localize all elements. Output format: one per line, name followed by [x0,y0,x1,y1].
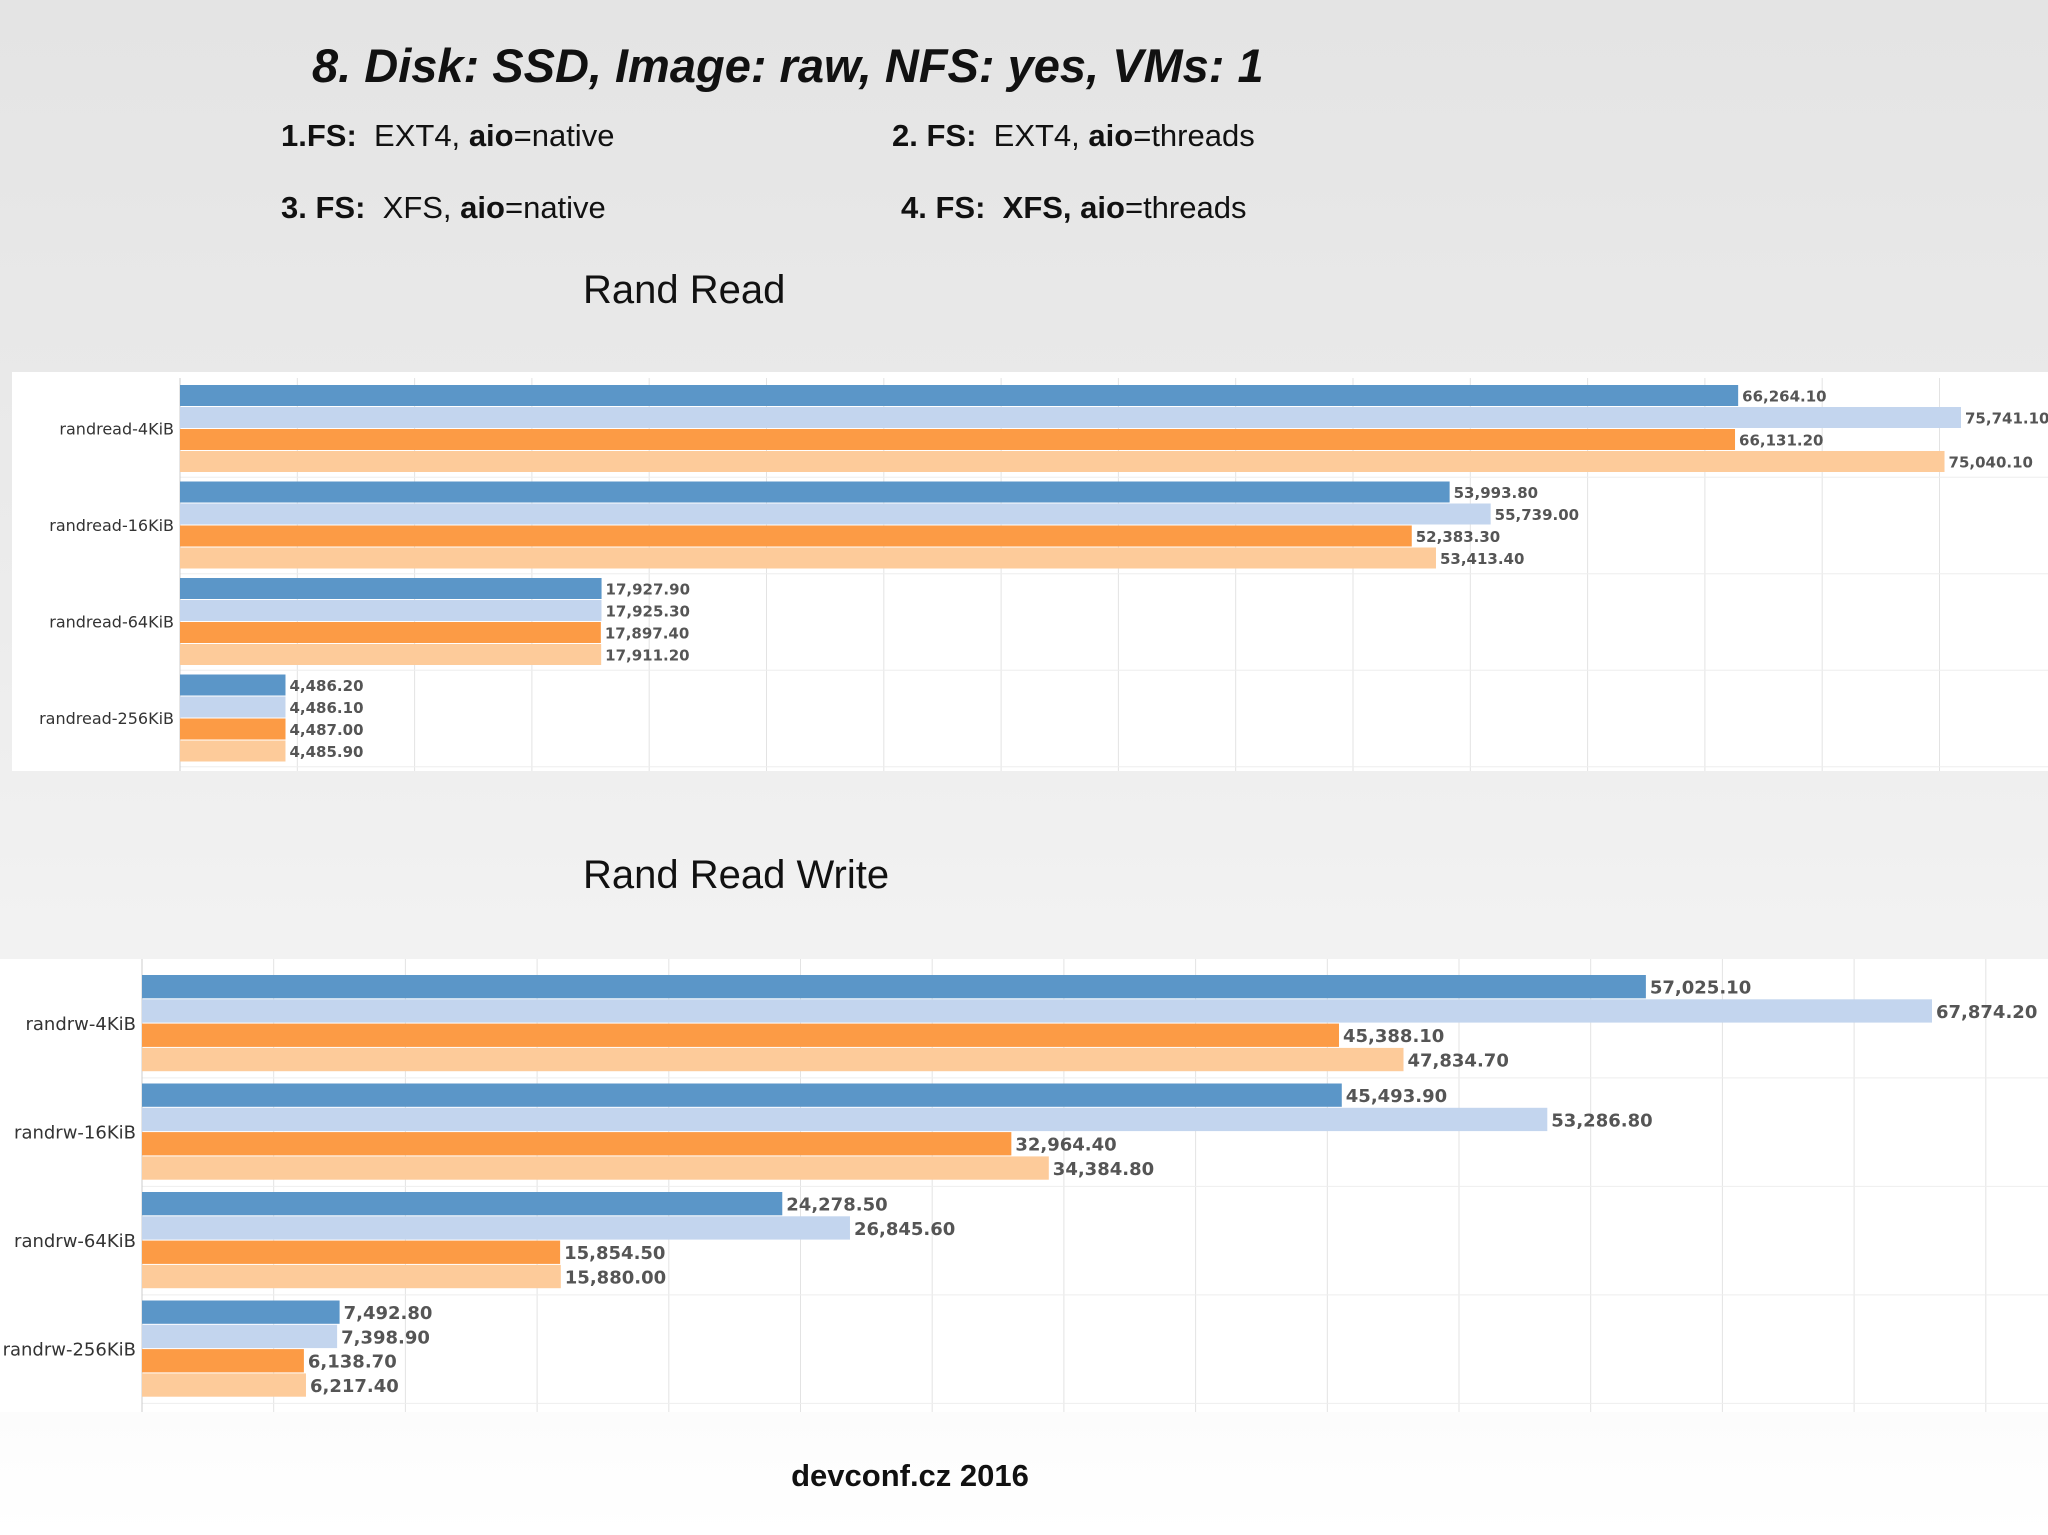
data-label: 26,845.60 [854,1219,955,1240]
category-label: randread-16KiB [49,516,174,535]
aio-mode: =threads [1133,118,1255,153]
bar [142,1156,1049,1180]
chart-title-rand-read: Rand Read [583,268,786,312]
fs-type: XFS, [1002,190,1072,225]
bar [142,1373,306,1397]
bar [142,1192,783,1216]
category-label: randrw-16KiB [14,1122,136,1143]
data-label: 53,286.80 [1551,1110,1652,1131]
aio-mode: =native [513,118,615,153]
bar [180,525,1412,547]
bar [180,503,1491,525]
bar [180,674,286,696]
data-label: 57,025.10 [1650,978,1751,999]
bar [180,600,602,621]
data-label: 55,739.00 [1495,506,1579,524]
aio-mode: =threads [1124,190,1247,225]
aio-key: aio [468,118,514,153]
aio-mode: =native [504,190,606,225]
fs-legend-1: 1.FS: EXT4, aio=native [281,118,614,154]
category-label: randread-64KiB [49,613,174,632]
aio-key: aio [1088,118,1134,153]
bar [142,1047,1404,1072]
fs-number: 3. FS: [281,190,366,225]
fs-type: EXT4, [993,118,1080,153]
bar [142,1023,1339,1047]
data-label: 7,492.80 [344,1303,433,1324]
slide-title: 8. Disk: SSD, Image: raw, NFS: yes, VMs:… [312,39,1264,92]
data-label: 45,493.90 [1346,1086,1447,1107]
bar [142,1240,561,1264]
bar [180,696,286,718]
data-label: 66,131.20 [1739,431,1823,449]
data-label: 17,927.90 [606,580,690,598]
fs-number: 4. FS: [901,190,986,225]
fs-legend-4: 4. FS: XFS, aio=threads [901,190,1246,226]
bar [142,1216,850,1240]
data-label: 66,264.10 [1742,387,1826,405]
data-label: 75,741.10 [1965,409,2048,427]
footer-text: devconf.cz 2016 [791,1458,1029,1493]
data-label: 52,383.30 [1416,528,1500,546]
chart-title-rand-read-write: Rand Read Write [583,853,890,897]
data-label: 4,485.90 [289,743,363,761]
data-label: 4,487.00 [290,721,364,739]
bar [180,622,601,643]
data-label: 4,486.10 [289,699,363,717]
category-label: randread-256KiB [39,709,174,728]
bar [180,407,1961,428]
fs-number: 2. FS: [892,118,977,153]
bar [142,999,1932,1023]
fs-legend-2: 2. FS: EXT4, aio=threads [892,118,1255,154]
rand-read-write-chart: randrw-4KiB 57,025.10 67,874.20 45,388.10 47… [0,959,2048,1412]
data-label: 47,834.70 [1408,1051,1509,1072]
fs-number: 1.FS: [281,118,357,153]
bar [142,1349,304,1373]
fs-legend-3: 3. FS: XFS, aio=native [281,190,606,226]
aio-key: aio [460,190,505,225]
rand-read-chart: randread-4KiB 66,264.10 75,741.10 66,131.20… [12,372,2048,771]
category-label: randread-4KiB [59,420,174,439]
data-label: 15,880.00 [565,1268,666,1289]
data-label: 67,874.20 [1936,1002,2037,1023]
data-label: 17,911.20 [605,646,689,664]
data-label: 34,384.80 [1053,1159,1154,1180]
data-label: 15,854.50 [564,1243,665,1264]
bar [142,1107,1548,1132]
data-label: 6,217.40 [310,1376,399,1397]
data-label: 24,278.50 [786,1195,887,1216]
fs-type: XFS, [382,190,452,225]
data-label: 75,040.10 [1949,453,2033,471]
data-label: 4,486.20 [289,677,363,695]
bar [180,547,1436,569]
data-label: 17,925.30 [606,602,690,620]
bar [142,975,1646,999]
data-label: 45,388.10 [1343,1026,1444,1047]
bar [180,385,1739,406]
fs-type: EXT4, [374,118,461,153]
bar [180,740,286,762]
data-label: 6,138.70 [308,1352,397,1373]
bar [180,429,1736,450]
bar [180,718,286,740]
bar [142,1083,1342,1107]
bar [142,1324,338,1349]
data-label: 53,413.40 [1440,550,1524,568]
category-label: randrw-64KiB [14,1231,136,1252]
category-label: randrw-4KiB [26,1014,137,1035]
bar [180,644,602,665]
bar [180,451,1945,472]
bar [142,1300,340,1324]
aio-key: aio [1080,190,1125,225]
data-label: 53,993.80 [1454,484,1538,502]
data-label: 17,897.40 [605,624,689,642]
data-label: 32,964.40 [1015,1135,1116,1156]
bar [180,481,1450,503]
bar [142,1132,1012,1156]
category-label: randrw-256KiB [3,1339,136,1360]
bar [142,1264,561,1289]
data-label: 7,398.90 [341,1327,430,1348]
bar [180,578,602,599]
